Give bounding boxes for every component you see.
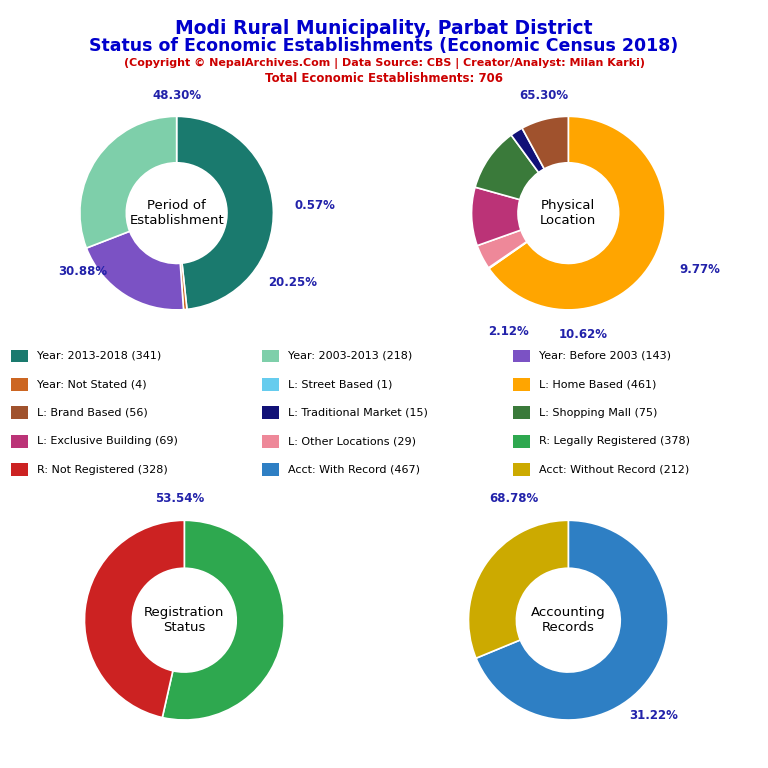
Wedge shape [522,117,568,169]
Bar [513,406,530,419]
Text: R: Not Registered (328): R: Not Registered (328) [37,465,167,475]
Text: 10.62%: 10.62% [558,328,607,340]
Wedge shape [162,521,284,720]
Text: 0.14%: 0.14% [0,767,1,768]
Text: R: Legally Registered (378): R: Legally Registered (378) [539,436,690,446]
Text: 7.93%: 7.93% [0,767,1,768]
Text: Year: Before 2003 (143): Year: Before 2003 (143) [539,351,670,361]
Text: 30.88%: 30.88% [58,265,108,278]
Bar [513,378,530,391]
Wedge shape [475,135,538,200]
Text: Status of Economic Establishments (Economic Census 2018): Status of Economic Establishments (Econo… [89,37,679,55]
Bar [513,349,530,362]
Bar [263,463,279,476]
Text: 9.77%: 9.77% [680,263,720,276]
Wedge shape [177,117,273,310]
Text: (Copyright © NepalArchives.Com | Data Source: CBS | Creator/Analyst: Milan Karki: (Copyright © NepalArchives.Com | Data So… [124,58,644,69]
Text: 65.30%: 65.30% [520,88,568,101]
Bar [12,406,28,419]
Text: L: Shopping Mall (75): L: Shopping Mall (75) [539,408,657,418]
Text: 0.57%: 0.57% [295,199,336,212]
Text: 4.11%: 4.11% [0,767,1,768]
Bar [12,435,28,448]
Text: 20.25%: 20.25% [269,276,318,290]
Bar [263,435,279,448]
Bar [12,378,28,391]
Text: Year: 2003-2013 (218): Year: 2003-2013 (218) [288,351,412,361]
Wedge shape [488,242,527,269]
Bar [12,463,28,476]
Bar [12,349,28,362]
Text: L: Other Locations (29): L: Other Locations (29) [288,436,416,446]
Wedge shape [477,230,527,268]
Wedge shape [84,521,184,717]
Text: 2.12%: 2.12% [488,325,528,338]
Text: Acct: Without Record (212): Acct: Without Record (212) [539,465,689,475]
Wedge shape [80,117,177,248]
Bar [513,463,530,476]
Text: 31.22%: 31.22% [629,709,677,721]
Text: Acct: With Record (467): Acct: With Record (467) [288,465,420,475]
Wedge shape [476,521,668,720]
Text: L: Exclusive Building (69): L: Exclusive Building (69) [37,436,178,446]
Text: L: Brand Based (56): L: Brand Based (56) [37,408,147,418]
Text: Accounting
Records: Accounting Records [531,606,606,634]
Text: L: Traditional Market (15): L: Traditional Market (15) [288,408,428,418]
Bar [513,435,530,448]
Text: 48.30%: 48.30% [152,88,201,101]
Text: L: Street Based (1): L: Street Based (1) [288,379,392,389]
Text: 53.54%: 53.54% [154,492,204,505]
Wedge shape [180,263,187,310]
Text: Period of
Establishment: Period of Establishment [129,199,224,227]
Text: L: Home Based (461): L: Home Based (461) [539,379,656,389]
Wedge shape [86,231,184,310]
Wedge shape [489,117,665,310]
Text: 68.78%: 68.78% [488,492,538,505]
Wedge shape [468,521,568,658]
Text: 46.46%: 46.46% [0,767,1,768]
Text: Modi Rural Municipality, Parbat District: Modi Rural Municipality, Parbat District [175,19,593,38]
Bar [263,378,279,391]
Text: Year: Not Stated (4): Year: Not Stated (4) [37,379,147,389]
Wedge shape [511,128,545,173]
Text: Physical
Location: Physical Location [540,199,597,227]
Text: Total Economic Establishments: 706: Total Economic Establishments: 706 [265,72,503,85]
Text: Registration
Status: Registration Status [144,606,224,634]
Wedge shape [472,187,521,246]
Text: Year: 2013-2018 (341): Year: 2013-2018 (341) [37,351,161,361]
Bar [263,406,279,419]
Bar [263,349,279,362]
